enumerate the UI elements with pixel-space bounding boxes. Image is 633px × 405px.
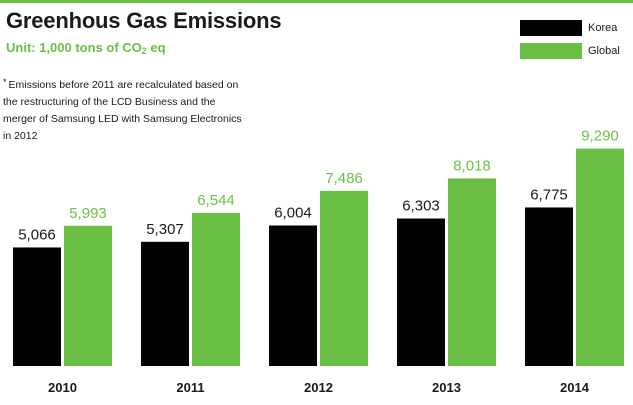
unit-prefix: Unit: 1,000 tons of CO	[6, 40, 142, 55]
top-rule	[0, 0, 633, 3]
bar-korea-2012	[269, 225, 317, 366]
value-label-korea-2010: 5,066	[18, 226, 56, 243]
x-tick-2011: 2011	[176, 380, 204, 395]
bar-global-2010	[64, 225, 112, 366]
value-label-global-2014: 9,290	[581, 128, 619, 145]
value-label-korea-2011: 5,307	[146, 221, 184, 238]
unit-subscript: 2	[141, 46, 147, 56]
footnote-star: *	[3, 77, 7, 87]
legend-item-global: Global	[520, 43, 620, 59]
legend-label-global: Global	[588, 45, 620, 57]
legend-swatch-global	[520, 43, 582, 59]
bar-korea-2013	[397, 218, 445, 366]
bar-global-2014	[576, 148, 624, 366]
bar-korea-2011	[141, 241, 189, 366]
bar-korea-2014	[525, 207, 573, 366]
bar-korea-2010	[13, 247, 61, 366]
x-tick-2012: 2012	[304, 380, 333, 395]
x-tick-2010: 2010	[48, 380, 77, 395]
legend: Korea Global	[520, 20, 620, 66]
value-label-korea-2013: 6,303	[402, 198, 440, 215]
footnote-text: Emissions before 2011 are recalculated b…	[3, 79, 242, 142]
footnote: * Emissions before 2011 are recalculated …	[3, 74, 243, 145]
legend-swatch-korea	[520, 20, 582, 36]
bar-global-2011	[192, 212, 240, 366]
chart-unit: Unit: 1,000 tons of CO2 eq	[6, 40, 166, 56]
bar-global-2013	[448, 178, 496, 366]
bar-global-2012	[320, 190, 368, 366]
value-label-global-2013: 8,018	[453, 157, 491, 174]
legend-item-korea: Korea	[520, 20, 620, 36]
value-label-korea-2012: 6,004	[274, 205, 312, 222]
legend-label-korea: Korea	[588, 22, 618, 34]
value-label-global-2011: 6,544	[197, 192, 235, 209]
x-tick-2014: 2014	[560, 380, 590, 395]
value-label-global-2010: 5,993	[69, 205, 107, 222]
x-tick-2013: 2013	[432, 380, 461, 395]
value-label-korea-2014: 6,775	[530, 186, 568, 203]
value-label-global-2012: 7,486	[325, 170, 363, 187]
unit-suffix: eq	[146, 40, 166, 55]
chart-title: Greenhous Gas Emissions	[6, 8, 282, 33]
